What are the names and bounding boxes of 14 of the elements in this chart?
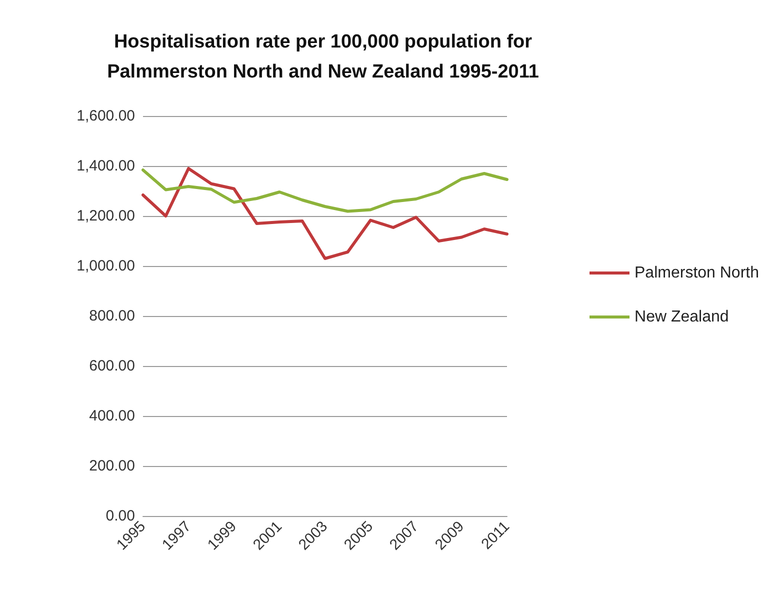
y-tick-label: 1,000.00 [76, 258, 135, 274]
y-tick-label: 600.00 [89, 358, 135, 374]
y-tick-label: 200.00 [89, 458, 135, 474]
legend-label: New Zealand [634, 308, 729, 326]
y-tick-label: 1,200.00 [76, 208, 135, 224]
y-tick-label: 0.00 [106, 508, 135, 524]
y-tick-label: 1,400.00 [76, 158, 135, 174]
chart-title: Hospitalisation rate per 100,000 population for Palmmerston North and New Zealand 1995-2011 [107, 32, 540, 82]
line-series [142, 167, 508, 260]
legend-label: Palmerston North [634, 264, 760, 282]
line-series [142, 168, 508, 213]
y-tick-label: 800.00 [89, 308, 135, 324]
y-tick-label: 400.00 [89, 408, 135, 424]
y-tick-label: 1,600.00 [76, 108, 135, 124]
